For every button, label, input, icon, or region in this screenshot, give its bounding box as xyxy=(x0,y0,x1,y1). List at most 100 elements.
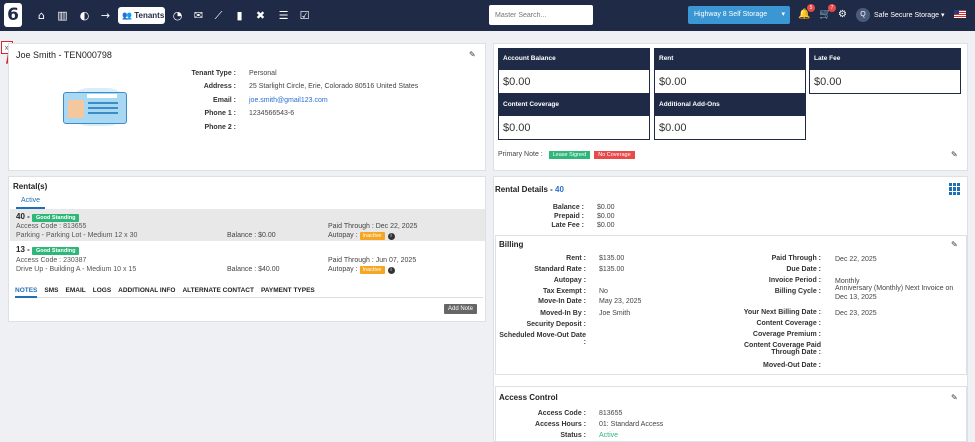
billing-label: Moved-In By : xyxy=(540,310,586,317)
facility-select[interactable]: Highway 8 Self Storage ▾ xyxy=(688,6,790,24)
rental-unit-number: 40 - xyxy=(16,212,30,221)
dashboard-icon[interactable]: ◐ xyxy=(79,9,90,22)
access-control-title: Access Control xyxy=(499,393,558,402)
access-code-label: Access Code : xyxy=(537,410,586,417)
billing-value: No xyxy=(599,288,608,295)
map-icon[interactable]: ▥ xyxy=(57,9,68,22)
tab-sms[interactable]: SMS xyxy=(44,287,59,294)
rental-access-code: Access Code : 813655 xyxy=(16,223,87,230)
tab-alternate-contact[interactable]: ALTERNATE CONTACT xyxy=(182,287,254,294)
master-search-input[interactable] xyxy=(489,5,593,25)
user-remove-icon[interactable]: ✖ xyxy=(255,9,266,22)
notification-badge: 5 xyxy=(807,4,815,12)
edit-pencil-icon[interactable]: ✎ xyxy=(951,240,958,249)
rental-balance: Balance : $0.00 xyxy=(227,232,276,239)
info-icon[interactable]: i xyxy=(387,267,395,274)
primary-note-label: Primary Note : xyxy=(498,151,543,158)
chart-pie-icon[interactable]: ◔ xyxy=(172,9,183,22)
phone1-label: Phone 1 : xyxy=(204,110,236,117)
arrow-right-icon[interactable]: → xyxy=(100,9,111,22)
users-icon: 👥 xyxy=(122,11,132,20)
email-link[interactable]: joe.smith@gmail123.com xyxy=(249,97,328,104)
rental-row[interactable]: 40 - Good Standing Access Code : 813655 … xyxy=(10,209,485,241)
tenant-header: Joe Smith - TEN000798 xyxy=(16,50,112,60)
tab-email[interactable]: EMAIL xyxy=(65,287,86,294)
billing-label: Invoice Period : xyxy=(768,277,821,284)
access-status-label: Status : xyxy=(560,432,586,439)
billing-label: Tax Exempt : xyxy=(542,288,586,295)
address-label: Address : xyxy=(203,83,236,90)
billing-value: May 23, 2025 xyxy=(599,298,642,305)
kpi-title: Additional Add-Ons xyxy=(659,101,720,108)
email-label: Email : xyxy=(213,97,236,104)
edit-pencil-icon[interactable]: ✎ xyxy=(469,50,476,59)
kpi-content-coverage: Content Coverage $0.00 xyxy=(498,94,650,140)
rentals-title: Rental(s) xyxy=(13,182,48,191)
tab-additional-info[interactable]: ADDITIONAL INFO xyxy=(118,287,176,294)
tab-notes[interactable]: NOTES xyxy=(15,287,38,298)
user-menu[interactable]: Safe Secure Storage ▾ xyxy=(874,12,945,19)
chevron-down-icon: ▾ xyxy=(781,11,785,18)
mail-icon[interactable]: ✉ xyxy=(193,9,204,22)
billing-value: $135.00 xyxy=(599,266,625,273)
billing-label: Rent : xyxy=(566,255,586,262)
rental-row[interactable]: 13 - Good Standing Access Code : 230387 … xyxy=(10,243,485,275)
kpi-value: $0.00 xyxy=(654,116,806,140)
info-icon[interactable]: i xyxy=(387,233,395,240)
summary-balance-label: Balance : xyxy=(552,204,584,211)
home-icon[interactable]: ⌂ xyxy=(38,9,45,22)
billing-label: Standard Rate : xyxy=(534,266,586,273)
tab-tenants[interactable]: 👥 Tenants xyxy=(118,7,165,24)
access-code-value: 813655 xyxy=(599,410,623,417)
kpi-value: $0.00 xyxy=(498,116,650,140)
note-pill-lease-signed: Lease Signed xyxy=(548,151,591,159)
list-icon[interactable]: ☰ xyxy=(278,9,289,22)
grid-icon[interactable] xyxy=(949,183,961,195)
primary-note: Primary Note : Lease Signed No Coverage xyxy=(498,151,639,159)
summary-prepaid-label: Prepaid : xyxy=(554,213,584,220)
billing-card: Billing ✎ Rent : $135.00 Standard Rate : $1… xyxy=(495,235,967,375)
kpi-value: $0.00 xyxy=(654,70,806,94)
app-logo[interactable]: 6 xyxy=(4,3,22,27)
rental-details-label: Rental Details - xyxy=(495,185,553,194)
rental-access-code: Access Code : 230387 xyxy=(16,257,87,264)
billing-value: Anniversary (Monthly) Next Invoice on De… xyxy=(835,285,954,302)
add-note-button[interactable]: Add Note xyxy=(444,304,478,314)
tab-logs[interactable]: LOGS xyxy=(92,287,112,294)
tenant-info-panel: Joe Smith - TEN000798 ✎ Tenant Type : Pe… xyxy=(8,43,486,171)
rental-description: Drive Up - Building A - Medium 10 x 15 xyxy=(16,266,137,273)
phone1-value: 1234566543-6 xyxy=(249,110,295,117)
billing-label: Scheduled Move-Out Date : xyxy=(499,332,586,346)
summary-balance-value: $0.00 xyxy=(597,204,615,211)
billing-label: Due Date : xyxy=(786,266,821,273)
kpi-value: $0.00 xyxy=(809,70,961,94)
edit-pencil-icon[interactable]: ✎ xyxy=(951,150,958,159)
rental-autopay: Autopay : Inactive i xyxy=(328,232,395,240)
billing-label: Content Coverage Paid Through Date : xyxy=(743,342,821,356)
bar-chart-icon[interactable]: ▮ xyxy=(236,9,243,22)
tab-tenants-label: Tenants xyxy=(134,11,165,20)
rentals-panel: Rental(s) Active 40 - Good Standing Acce… xyxy=(8,176,486,322)
billing-value: Dec 23, 2025 xyxy=(835,310,877,317)
kpi-value: $0.00 xyxy=(498,70,650,94)
tab-active[interactable]: Active xyxy=(16,197,46,209)
autopay-label: Autopay : xyxy=(328,232,358,239)
summary-late-fee-label: Late Fee : xyxy=(551,222,584,229)
checkbox-icon[interactable]: ☑ xyxy=(299,9,310,22)
autopay-status-badge: Inactive xyxy=(359,232,385,240)
billing-label: Paid Through : xyxy=(771,255,821,262)
billing-label: Security Deposit : xyxy=(526,321,586,328)
line-chart-icon[interactable]: ⟋ xyxy=(214,9,223,22)
edit-pencil-icon[interactable]: ✎ xyxy=(951,393,958,402)
user-name: Safe Secure Storage xyxy=(874,12,939,19)
rental-details-panel: Rental Details - 40 Balance : $0.00 Prep… xyxy=(493,176,968,442)
cart-icon[interactable]: 🛒 xyxy=(819,9,832,20)
us-flag-icon[interactable] xyxy=(954,10,966,18)
rental-autopay: Autopay : Inactive i xyxy=(328,266,395,274)
bell-icon[interactable]: 🔔 xyxy=(798,9,811,20)
tab-payment-types[interactable]: PAYMENT TYPES xyxy=(260,287,315,294)
gear-icon[interactable]: ⚙ xyxy=(838,9,847,20)
kpi-title: Rent xyxy=(659,55,674,62)
bottom-tabs: NOTES SMS EMAIL LOGS ADDITIONAL INFO ALTERNAT… xyxy=(15,287,483,298)
avatar[interactable]: Q xyxy=(856,8,870,22)
